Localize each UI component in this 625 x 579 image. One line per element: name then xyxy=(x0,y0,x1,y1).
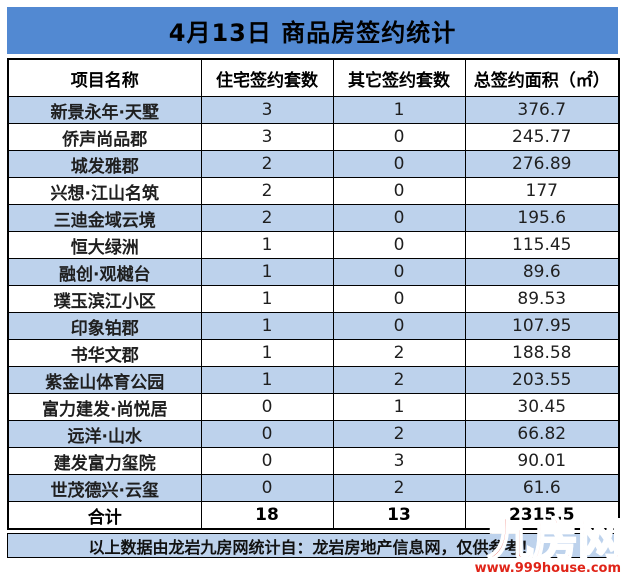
table-row: 新景永年·天墅 3 1 376.7 xyxy=(7,96,620,124)
header-residential-units: 住宅签约套数 xyxy=(200,58,334,97)
table-header: 项目名称 住宅签约套数 其它签约套数 总签约面积（㎡） xyxy=(7,58,620,97)
total-area: 276.89 xyxy=(464,150,620,178)
residential-count: 1 xyxy=(200,285,334,313)
project-name: 融创·观樾台 xyxy=(7,258,202,286)
header-project-name: 项目名称 xyxy=(7,58,202,97)
other-count: 2 xyxy=(332,474,466,502)
data-source-note: 以上数据由龙岩九房网统计自：龙岩房地产信息网，仅供参考！ xyxy=(7,533,618,558)
residential-count: 2 xyxy=(200,204,334,232)
total-area: 203.55 xyxy=(464,366,620,394)
project-name: 兴想·江山名筑 xyxy=(7,177,202,205)
residential-count: 1 xyxy=(200,339,334,367)
table-row: 世茂德兴·云玺 0 2 61.6 xyxy=(7,474,620,502)
total-area: 115.45 xyxy=(464,231,620,259)
other-count: 2 xyxy=(332,339,466,367)
other-count: 0 xyxy=(332,231,466,259)
table-row: 恒大绿洲 1 0 115.45 xyxy=(7,231,620,259)
project-name: 远洋·山水 xyxy=(7,420,202,448)
project-name: 书华文郡 xyxy=(7,339,202,367)
other-count: 0 xyxy=(332,123,466,151)
project-name: 紫金山体育公园 xyxy=(7,366,202,394)
other-count: 0 xyxy=(332,204,466,232)
total-area: 177 xyxy=(464,177,620,205)
other-count: 1 xyxy=(332,393,466,421)
project-name: 新景永年·天墅 xyxy=(7,96,202,124)
total-area: 107.95 xyxy=(464,312,620,340)
watermark-url: www.999house.com xyxy=(474,561,621,576)
other-count: 2 xyxy=(332,420,466,448)
total-area: 66.82 xyxy=(464,420,620,448)
table-row: 建发富力玺院 0 3 90.01 xyxy=(7,447,620,475)
residential-count: 0 xyxy=(200,420,334,448)
other-count: 0 xyxy=(332,285,466,313)
total-area: 195.6 xyxy=(464,204,620,232)
project-name: 富力建发·尚悦居 xyxy=(7,393,202,421)
residential-count: 1 xyxy=(200,366,334,394)
total-label: 合计 xyxy=(7,501,202,530)
project-name: 三迪金域云境 xyxy=(7,204,202,232)
total-area: 245.77 xyxy=(464,123,620,151)
page-title: 4月13日 商品房签约统计 xyxy=(7,7,618,54)
other-count: 1 xyxy=(332,96,466,124)
table-row: 书华文郡 1 2 188.58 xyxy=(7,339,620,367)
project-name: 世茂德兴·云玺 xyxy=(7,474,202,502)
table-row: 印象铂郡 1 0 107.95 xyxy=(7,312,620,340)
total-area: 376.7 xyxy=(464,96,620,124)
residential-count: 1 xyxy=(200,258,334,286)
other-count: 0 xyxy=(332,258,466,286)
total-row: 合计 18 13 2315.5 xyxy=(7,501,620,530)
project-name: 恒大绿洲 xyxy=(7,231,202,259)
total-area: 61.6 xyxy=(464,474,620,502)
other-count: 3 xyxy=(332,447,466,475)
table-row: 融创·观樾台 1 0 89.6 xyxy=(7,258,620,286)
other-count: 0 xyxy=(332,177,466,205)
header-other-units: 其它签约套数 xyxy=(332,58,466,97)
residential-count: 1 xyxy=(200,312,334,340)
stats-panel: 4月13日 商品房签约统计 项目名称 住宅签约套数 其它签约套数 总签约面积（㎡… xyxy=(7,7,620,558)
table-row: 三迪金域云境 2 0 195.6 xyxy=(7,204,620,232)
table-row: 紫金山体育公园 1 2 203.55 xyxy=(7,366,620,394)
residential-count: 0 xyxy=(200,474,334,502)
table-body: 新景永年·天墅 3 1 376.7 侨声尚品郡 3 0 245.77 城发雅郡 … xyxy=(7,96,620,502)
residential-count: 1 xyxy=(200,231,334,259)
signing-stats-table: 项目名称 住宅签约套数 其它签约套数 总签约面积（㎡） 新景永年·天墅 3 1 … xyxy=(7,58,620,530)
other-count: 0 xyxy=(332,150,466,178)
table-row: 璞玉滨江小区 1 0 89.53 xyxy=(7,285,620,313)
project-name: 侨声尚品郡 xyxy=(7,123,202,151)
project-name: 城发雅郡 xyxy=(7,150,202,178)
table-row: 兴想·江山名筑 2 0 177 xyxy=(7,177,620,205)
header-row: 项目名称 住宅签约套数 其它签约套数 总签约面积（㎡） xyxy=(7,58,620,97)
total-other: 13 xyxy=(332,501,466,530)
total-area-sum: 2315.5 xyxy=(464,501,620,530)
residential-count: 2 xyxy=(200,150,334,178)
residential-count: 0 xyxy=(200,393,334,421)
total-area: 30.45 xyxy=(464,393,620,421)
project-name: 建发富力玺院 xyxy=(7,447,202,475)
total-area: 89.53 xyxy=(464,285,620,313)
other-count: 0 xyxy=(332,312,466,340)
residential-count: 0 xyxy=(200,447,334,475)
total-area: 90.01 xyxy=(464,447,620,475)
table-footer: 合计 18 13 2315.5 xyxy=(7,501,620,530)
table-row: 城发雅郡 2 0 276.89 xyxy=(7,150,620,178)
table-row: 富力建发·尚悦居 0 1 30.45 xyxy=(7,393,620,421)
project-name: 印象铂郡 xyxy=(7,312,202,340)
total-residential: 18 xyxy=(200,501,334,530)
residential-count: 2 xyxy=(200,177,334,205)
total-area: 89.6 xyxy=(464,258,620,286)
project-name: 璞玉滨江小区 xyxy=(7,285,202,313)
residential-count: 3 xyxy=(200,123,334,151)
total-area: 188.58 xyxy=(464,339,620,367)
other-count: 2 xyxy=(332,366,466,394)
header-total-area: 总签约面积（㎡） xyxy=(464,58,620,97)
residential-count: 3 xyxy=(200,96,334,124)
table-row: 远洋·山水 0 2 66.82 xyxy=(7,420,620,448)
table-row: 侨声尚品郡 3 0 245.77 xyxy=(7,123,620,151)
